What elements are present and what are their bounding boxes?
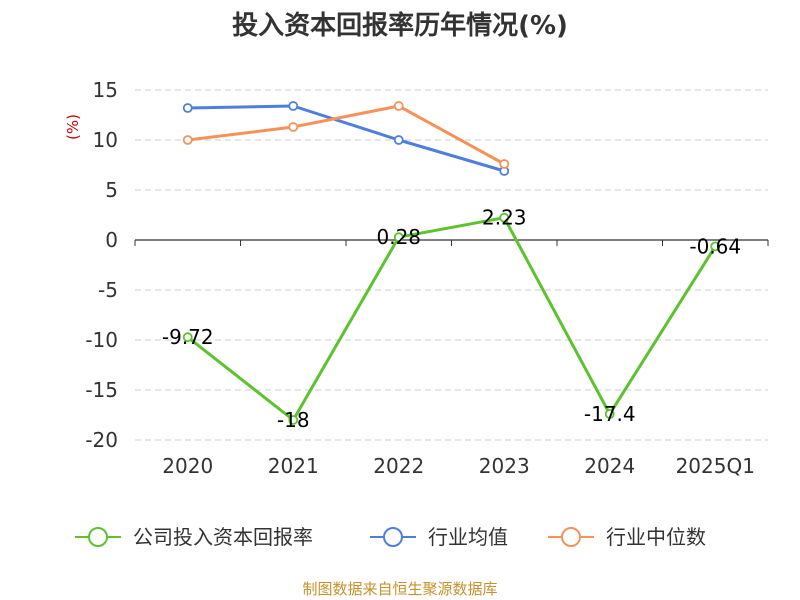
y-tick-label: 0 bbox=[105, 228, 118, 252]
data-label: 0.28 bbox=[376, 225, 421, 249]
grid-layer bbox=[135, 89, 768, 441]
legend-swatch-marker bbox=[383, 527, 403, 547]
data-point bbox=[710, 241, 721, 252]
data-label: 2.23 bbox=[482, 206, 527, 230]
legend-label: 行业均值 bbox=[428, 525, 508, 549]
data-point bbox=[182, 103, 193, 113]
axis-layer: 15 10 5 0 -5 -10 -15 -20 2020 2021 2022 2023 2024 202… bbox=[85, 78, 769, 478]
data-label: -18 bbox=[277, 408, 310, 432]
legend-label: 行业中位数 bbox=[606, 525, 706, 549]
data-label: -17.4 bbox=[584, 402, 636, 426]
data-point bbox=[182, 332, 193, 343]
data-point bbox=[288, 122, 299, 132]
data-point bbox=[182, 135, 193, 145]
data-label: -9.72 bbox=[162, 325, 214, 349]
source-note: 制图数据来自恒生聚源数据库 bbox=[302, 580, 497, 598]
y-tick-label: 10 bbox=[93, 128, 118, 152]
y-tick-label: -5 bbox=[98, 278, 118, 302]
legend-label: 公司投入资本回报率 bbox=[133, 525, 313, 549]
data-point bbox=[393, 101, 404, 111]
x-tick-label: 2023 bbox=[479, 454, 530, 478]
x-tick-label: 2024 bbox=[584, 454, 635, 478]
y-axis-unit-label: (%) bbox=[64, 114, 82, 140]
y-tick-label: 5 bbox=[105, 178, 118, 202]
data-point bbox=[393, 232, 404, 243]
series-line bbox=[187, 104, 505, 173]
data-point bbox=[288, 101, 299, 111]
data-label-layer: -9.72 -18 0.28 2.23 -17.4 -0.64 bbox=[162, 206, 741, 432]
chart-title: 投入资本回报率历年情况(%) bbox=[232, 10, 568, 41]
series-line bbox=[186, 216, 717, 422]
y-tick-label: 15 bbox=[93, 78, 118, 102]
series-line bbox=[187, 104, 505, 166]
x-tick-label: 2020 bbox=[162, 454, 213, 478]
data-point bbox=[393, 135, 404, 145]
x-tick-label: 2022 bbox=[373, 454, 424, 478]
data-point bbox=[604, 409, 615, 419]
x-tick-label: 2021 bbox=[268, 454, 319, 478]
data-label: -0.64 bbox=[689, 234, 741, 258]
legend-swatch-marker bbox=[88, 527, 108, 547]
series-layer bbox=[182, 101, 721, 425]
legend: 公司投入资本回报率 行业均值 行业中位数 bbox=[75, 525, 706, 549]
data-point bbox=[499, 212, 510, 223]
y-tick-label: -15 bbox=[85, 378, 118, 402]
y-tick-label: -10 bbox=[85, 328, 118, 352]
y-tick-label: -20 bbox=[85, 428, 118, 452]
legend-swatch-marker bbox=[561, 527, 581, 547]
x-tick-label: 2025Q1 bbox=[676, 454, 755, 478]
data-point bbox=[499, 159, 510, 169]
data-point bbox=[288, 415, 299, 425]
